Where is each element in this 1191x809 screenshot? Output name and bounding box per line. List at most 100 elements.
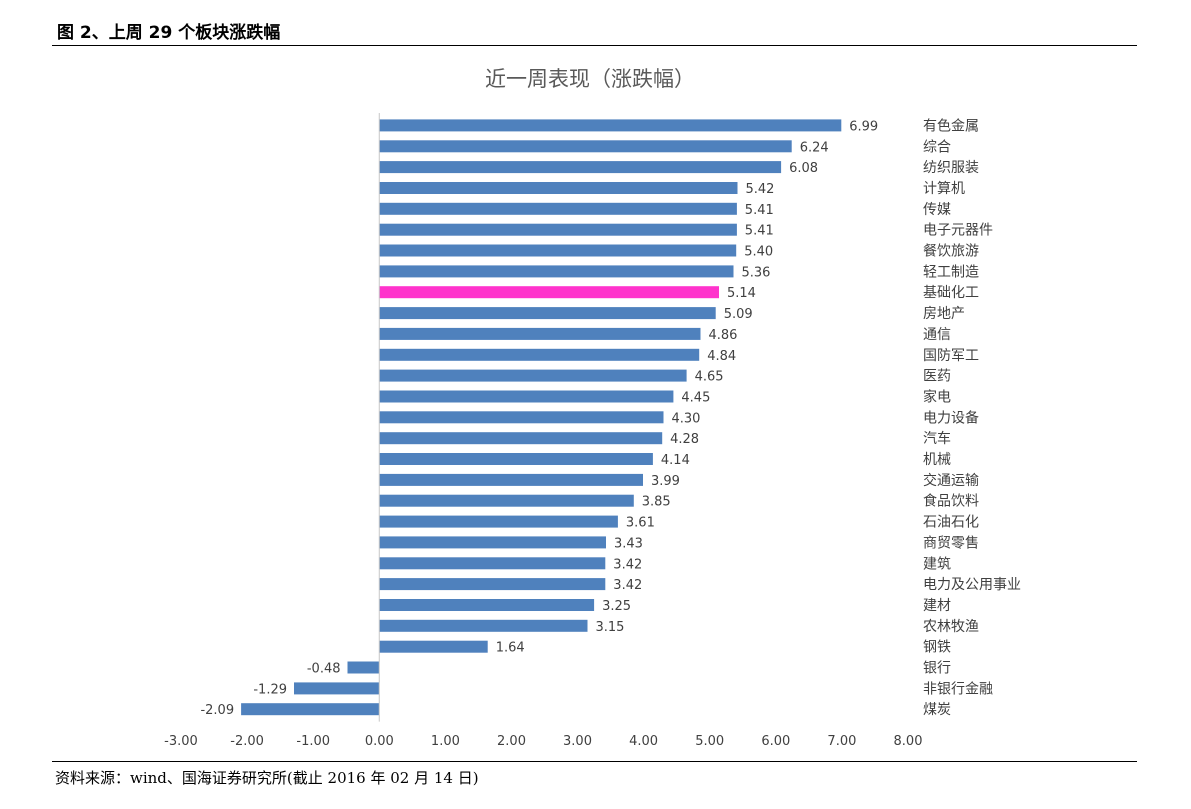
value-label: 5.14	[727, 286, 756, 301]
x-tick-label: 1.00	[431, 734, 460, 749]
bar	[379, 411, 664, 424]
source-note: 资料来源：wind、国海证券研究所(截止 2016 年 02 月 14 日)	[55, 769, 479, 787]
bar	[241, 703, 380, 716]
category-labels-group: 有色金属综合纺织服装计算机传媒电子元器件餐饮旅游轻工制造基础化工房地产通信国防军…	[923, 117, 1021, 718]
category-label: 通信	[923, 327, 951, 343]
bar	[379, 182, 738, 194]
x-tick-label: 5.00	[695, 734, 724, 749]
value-label: 4.30	[672, 411, 701, 426]
x-tick-label: 0.00	[365, 734, 394, 749]
category-label: 银行	[923, 661, 951, 677]
category-label: 传媒	[923, 202, 951, 218]
bar	[379, 453, 653, 465]
bar	[294, 682, 380, 695]
category-label: 纺织服装	[923, 160, 979, 176]
bar	[379, 473, 643, 486]
category-label: 轻工制造	[923, 264, 979, 280]
x-tick-label: 4.00	[629, 734, 658, 749]
value-label: 5.41	[745, 224, 774, 239]
value-label: 3.61	[626, 516, 655, 531]
category-label: 商贸零售	[923, 535, 979, 551]
value-label: 3.42	[613, 578, 642, 593]
category-label: 家电	[923, 389, 951, 406]
category-label: 电力设备	[923, 409, 979, 426]
bar	[347, 661, 380, 674]
value-label: 4.14	[661, 453, 690, 468]
value-labels-group: 6.99 6.24 6.08 5.42 5.41 5.41 5.40 5.36 5.14 5.09…	[200, 119, 878, 718]
bar	[379, 348, 700, 361]
bar	[379, 161, 782, 174]
category-label: 房地产	[923, 306, 965, 322]
x-tick-label: 7.00	[827, 734, 856, 749]
value-label: 4.84	[707, 349, 736, 364]
category-label: 基础化工	[923, 284, 979, 301]
bar	[379, 536, 606, 549]
category-label: 交通运输	[923, 472, 979, 489]
value-label: 1.64	[496, 641, 525, 656]
value-label: -0.48	[307, 662, 341, 677]
value-label: 3.42	[613, 557, 642, 572]
bar	[379, 202, 737, 215]
value-label: 4.65	[695, 370, 724, 385]
category-label: 建筑	[923, 556, 951, 572]
x-tick-label: 2.00	[497, 734, 526, 749]
bar	[379, 327, 701, 340]
bar	[379, 599, 595, 611]
value-label: 5.41	[745, 203, 774, 218]
value-label: 3.85	[642, 495, 671, 510]
bar	[379, 515, 618, 528]
value-label: 6.08	[789, 161, 818, 176]
category-label: 农林牧渔	[923, 619, 979, 635]
bar	[379, 432, 663, 445]
bar-chart: 近一周表现（涨跌幅） 6.99 6.24 6.08 5.42 5.41 5.41 5.40 5…	[164, 67, 1021, 749]
x-tick-label: -2.00	[230, 734, 264, 749]
category-label: 电子元器件	[923, 223, 993, 239]
category-label: 有色金属	[923, 117, 979, 134]
chart-title: 近一周表现（涨跌幅）	[485, 67, 695, 91]
category-label: 非银行金融	[923, 681, 993, 697]
value-label: 5.42	[746, 182, 775, 197]
category-label: 医药	[923, 369, 951, 385]
value-label: 5.36	[742, 265, 771, 280]
x-tick-label: -1.00	[296, 734, 330, 749]
value-label: -1.29	[253, 682, 287, 697]
value-label: 3.43	[614, 536, 643, 551]
figure-caption: 图 2、上周 29 个板块涨跌幅	[57, 23, 281, 43]
value-label: 3.99	[651, 474, 680, 489]
x-tick-labels-group: -3.00 -2.00 -1.00 0.00 1.00 2.00 3.00 4.00 5.00 6…	[164, 734, 922, 749]
category-label: 煤炭	[923, 702, 951, 718]
category-label: 餐饮旅游	[923, 244, 979, 260]
top-divider	[52, 45, 1137, 46]
value-label: 6.24	[800, 140, 829, 155]
bar	[379, 369, 687, 382]
value-label: 4.45	[681, 391, 710, 406]
category-label: 钢铁	[923, 640, 951, 656]
bars-group	[241, 119, 842, 716]
value-label: 6.99	[849, 119, 878, 134]
category-label: 国防军工	[923, 348, 979, 364]
category-label: 计算机	[923, 181, 965, 197]
x-tick-label: -3.00	[164, 734, 198, 749]
bar	[379, 119, 842, 132]
bar	[379, 494, 634, 507]
bar	[379, 307, 716, 320]
value-label: 3.25	[602, 599, 631, 614]
bottom-divider	[52, 761, 1137, 762]
category-label: 食品饮料	[923, 493, 979, 510]
bar	[379, 640, 488, 653]
value-label: 5.40	[744, 245, 773, 260]
bar	[379, 390, 674, 403]
bar	[379, 557, 606, 570]
category-label: 汽车	[923, 430, 951, 447]
value-label: 5.09	[724, 307, 753, 322]
bar	[379, 578, 606, 591]
value-label: 4.86	[709, 328, 738, 343]
value-label: -2.09	[200, 703, 234, 718]
x-tick-label: 8.00	[894, 734, 923, 749]
category-label: 建材	[923, 598, 951, 614]
category-label: 石油石化	[923, 515, 979, 531]
bar	[379, 223, 737, 236]
value-label: 4.28	[670, 432, 699, 447]
bar	[379, 286, 719, 299]
bar	[379, 265, 734, 278]
